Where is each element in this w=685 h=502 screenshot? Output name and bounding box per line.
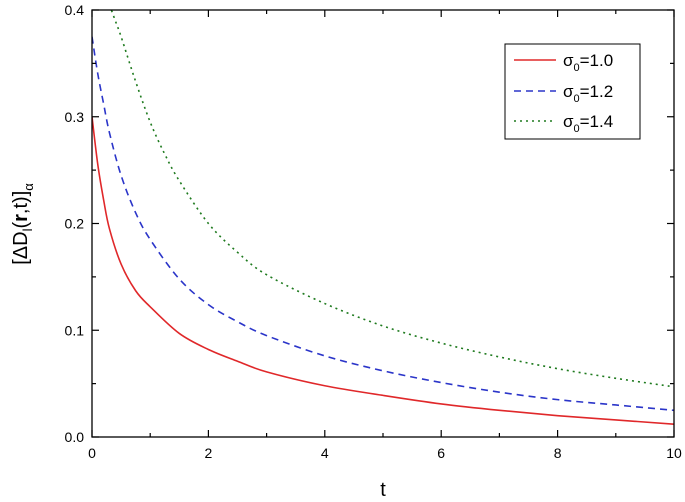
- legend-label-series-1-sym: σ: [563, 51, 574, 70]
- y-axis-title-sub2: α: [21, 183, 36, 191]
- x-tick-label: 0: [88, 445, 96, 461]
- legend-label-series-1-sub: 0: [574, 62, 580, 74]
- series-line-2: [92, 36, 674, 412]
- x-tick-label: 2: [205, 445, 213, 461]
- legend-label-series-1-rest: =1.0: [580, 51, 614, 70]
- y-axis-title-sub1: l: [20, 228, 35, 231]
- legend-label-series-1: σ0=1.0: [563, 51, 613, 74]
- legend-label-series-2-rest: =1.2: [580, 82, 614, 101]
- y-tick-label: 0.1: [65, 322, 85, 338]
- y-axis-title-open: (: [10, 222, 32, 229]
- x-tick-label: 6: [437, 445, 445, 461]
- y-tick-label: 0.2: [65, 216, 85, 232]
- y-tick-label: 0.4: [65, 2, 85, 18]
- legend-label-series-3-rest: =1.4: [580, 112, 614, 131]
- y-tick-label: 0.0: [65, 429, 85, 445]
- legend-label-series-2-sub: 0: [574, 93, 580, 105]
- y-axis-ticks: 0.0 0.1 0.2 0.3 0.4: [65, 2, 674, 445]
- legend: σ0=1.0 σ0=1.2 σ0=1.4: [504, 43, 641, 140]
- x-tick-label: 4: [321, 445, 329, 461]
- x-axis-title: t: [380, 479, 386, 501]
- x-tick-label: 8: [554, 445, 562, 461]
- x-tick-label: 10: [666, 445, 682, 461]
- y-axis-title-prefix: [ΔD: [10, 231, 32, 264]
- legend-label-series-3-sub: 0: [574, 123, 580, 135]
- legend-label-series-3: σ0=1.4: [563, 112, 613, 135]
- y-tick-label: 0.3: [65, 109, 85, 125]
- legend-label-series-2-sym: σ: [563, 82, 574, 101]
- x-axis-ticks: 0 2 4 6 8 10: [88, 10, 682, 461]
- y-axis-title: [ΔDl(r,t)]α: [10, 183, 36, 265]
- series-layer: [92, 10, 674, 425]
- series-line-3: [110, 10, 674, 388]
- legend-label-series-3-sym: σ: [563, 112, 574, 131]
- y-axis-title-bold: r: [10, 214, 32, 222]
- legend-label-series-2: σ0=1.2: [563, 82, 613, 105]
- series-line-1: [92, 116, 674, 425]
- y-axis-title-mid: ,t)]: [10, 191, 32, 214]
